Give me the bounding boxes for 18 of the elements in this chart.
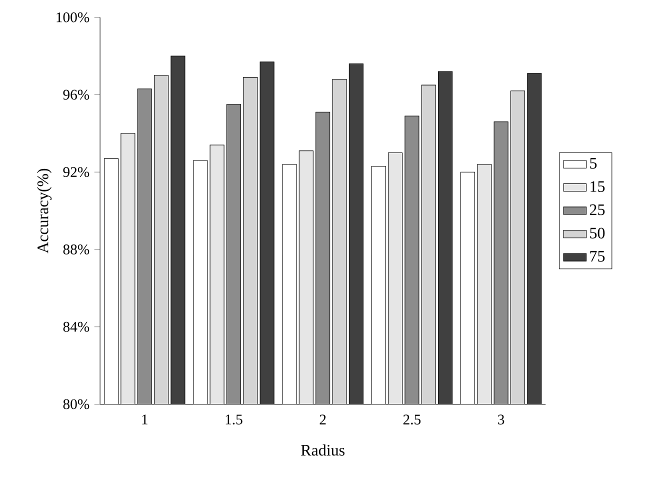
x-tick-label: 2: [320, 414, 326, 424]
y-tick-label: 80%: [63, 399, 90, 410]
y-axis-title: Accuracy(%): [37, 168, 52, 254]
x-tick-label: 1.5: [226, 414, 242, 425]
y-tick-label: 92%: [63, 167, 90, 178]
legend-label: 50: [590, 228, 605, 239]
x-tick-label: 2.5: [403, 414, 421, 425]
legend-label: 25: [590, 204, 605, 216]
x-tick-label: 3: [498, 414, 504, 425]
y-tick-label: 84%: [63, 322, 90, 332]
legend-label: 15: [590, 181, 605, 192]
x-tick-label: 1: [142, 414, 148, 424]
y-tick-label: 88%: [63, 244, 90, 254]
y-tick-label: 100%: [56, 12, 90, 22]
y-tick-label: 96%: [63, 90, 90, 100]
x-axis-title: Radius: [301, 444, 344, 456]
legend-label: 5: [590, 158, 597, 169]
legend-label: 75: [590, 251, 605, 262]
